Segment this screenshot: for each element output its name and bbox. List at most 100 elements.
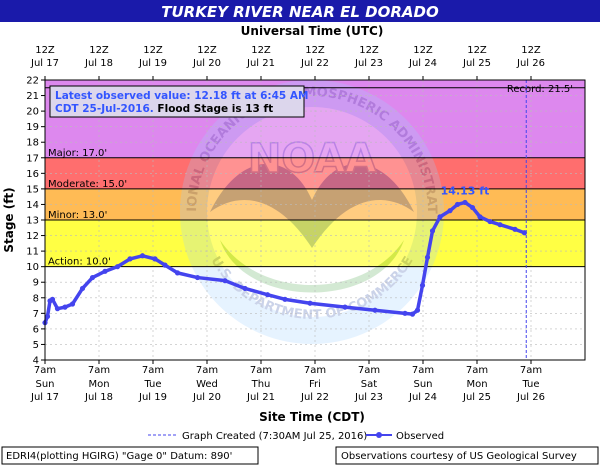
flood-category-label: Moderate: 15.0' <box>48 179 127 190</box>
bottom-tick-weekday: Tue <box>521 379 539 390</box>
y-tick-label: 19 <box>26 122 39 133</box>
title-bar <box>0 0 600 22</box>
observed-point <box>372 307 378 313</box>
y-tick-label: 6 <box>33 324 39 335</box>
observed-point <box>194 274 201 281</box>
observed-point <box>487 218 493 225</box>
y-tick-label: 22 <box>26 76 39 87</box>
footer-right-box <box>335 446 599 465</box>
bottom-tick-weekday: Thu <box>251 379 271 390</box>
observed-point <box>409 311 416 317</box>
top-tick-time: 12Z <box>143 45 163 56</box>
observed-point <box>222 278 228 284</box>
observed-point <box>477 214 483 220</box>
bottom-tick-weekday: Mon <box>466 379 487 390</box>
bottom-tick-date: Jul 18 <box>84 392 113 403</box>
record-label: Record: 21.5' <box>507 84 573 95</box>
footer-datum: EDRI4(plotting HGIRG) "Gage 0" Datum: 89… <box>6 451 232 462</box>
flood-category-labels: Action: 10.0' Minor: 13.0' Moderate: 15.0'… <box>45 148 585 268</box>
flood-category-label: Minor: 13.0' <box>48 210 107 221</box>
y-tick-label: 16 <box>26 169 39 180</box>
observed-point <box>402 310 408 316</box>
chart-title: TURKEY RIVER NEAR EL DORADO <box>161 3 439 21</box>
observed-point <box>521 230 527 236</box>
observed-point <box>429 228 436 234</box>
y-tick-label: 10 <box>26 262 39 273</box>
y-tick-label: 7 <box>33 309 39 320</box>
y-tick-label: 5 <box>33 340 39 351</box>
bottom-tick-date: Jul 26 <box>516 392 545 403</box>
bottom-tick-time: 7am <box>358 365 380 376</box>
top-tick-time: 12Z <box>359 45 379 56</box>
y-tick-label: 15 <box>26 184 39 195</box>
observed-point <box>79 285 86 292</box>
observed-point <box>174 270 181 276</box>
bottom-tick-weekday: Sun <box>413 379 432 390</box>
bottom-tick-date: Jul 22 <box>300 392 329 403</box>
observed-point <box>89 274 96 281</box>
observed-point <box>469 204 476 211</box>
observed-point <box>69 301 76 307</box>
observed-point <box>54 306 61 312</box>
bottom-tick-weekday: Fri <box>309 379 321 390</box>
observed-point <box>307 300 313 306</box>
top-tick-date: Jul 19 <box>138 58 167 69</box>
bottom-tick-time: 7am <box>466 365 488 376</box>
observed-point <box>462 199 468 206</box>
y-tick-label: 8 <box>33 293 39 304</box>
y-axis: 4 5 6 7 8 9 10 11 12 13 14 15 16 17 18 19 20 21 22 <box>26 76 45 367</box>
legend-observed-marker <box>376 432 382 438</box>
y-tick-label: 14 <box>26 200 39 211</box>
observed-point <box>424 254 431 260</box>
top-tick-date: Jul 25 <box>462 58 491 69</box>
y-tick-label: 18 <box>26 138 39 149</box>
bottom-tick-weekday: Sat <box>361 379 377 390</box>
bottom-tick-weekday: Sun <box>35 379 54 390</box>
bottom-tick-weekday: Tue <box>143 379 161 390</box>
noaa-seal-inner <box>207 107 417 317</box>
observed-point <box>282 296 288 302</box>
y-tick-label: 9 <box>33 278 39 289</box>
info-line-1: Latest observed value: 12.18 ft at 6:45 … <box>55 90 308 102</box>
flood-category-bands <box>45 80 585 267</box>
y-tick-label: 4 <box>33 356 39 367</box>
top-axis: 12Z Jul 17 12Z Jul 18 12Z Jul 19 12Z Jul 20 12Z J… <box>30 45 545 80</box>
y-tick-label: 17 <box>26 153 39 164</box>
top-tick-time: 12Z <box>305 45 325 56</box>
observed-point <box>264 292 271 298</box>
top-tick-time: 12Z <box>251 45 271 56</box>
legend-graph-created-label: Graph Created (7:30AM Jul 25, 2016) <box>182 431 367 442</box>
info-line-2-date: CDT 25-Jul-2016. <box>55 103 154 115</box>
flood-category-label: Action: 10.0' <box>48 257 111 268</box>
noaa-wave-icon <box>220 240 404 293</box>
observed-point <box>49 296 56 302</box>
bottom-tick-time: 7am <box>142 365 164 376</box>
noaa-seal-ring <box>180 80 444 344</box>
observed-point <box>419 282 426 288</box>
top-tick-date: Jul 24 <box>408 58 437 69</box>
bottom-tick-weekday: Mon <box>88 379 109 390</box>
observed-point <box>102 268 108 274</box>
observed-point <box>242 285 248 292</box>
info-box <box>49 85 305 118</box>
top-tick-date: Jul 21 <box>246 58 275 69</box>
observed-point <box>342 304 348 310</box>
x-axis: 7am Sun Jul 17 7am Mon Jul 18 7am Tue Jul 19 7am W… <box>30 360 545 403</box>
bottom-tick-date: Jul 24 <box>408 392 437 403</box>
bottom-tick-time: 7am <box>196 365 218 376</box>
top-tick-date: Jul 23 <box>354 58 383 69</box>
observed-point <box>437 214 443 220</box>
observed-point <box>162 262 168 268</box>
observed-point <box>497 222 503 228</box>
noaa-bird-icon <box>210 163 414 248</box>
bottom-tick-date: Jul 21 <box>246 392 275 403</box>
observed-point <box>414 307 421 313</box>
top-tick-date: Jul 22 <box>300 58 329 69</box>
top-tick-date: Jul 18 <box>84 58 113 69</box>
observed-point <box>139 253 146 259</box>
bottom-tick-time: 7am <box>88 365 110 376</box>
observed-point <box>454 201 461 208</box>
observed-point <box>44 313 51 320</box>
top-tick-date: Jul 20 <box>192 58 221 69</box>
